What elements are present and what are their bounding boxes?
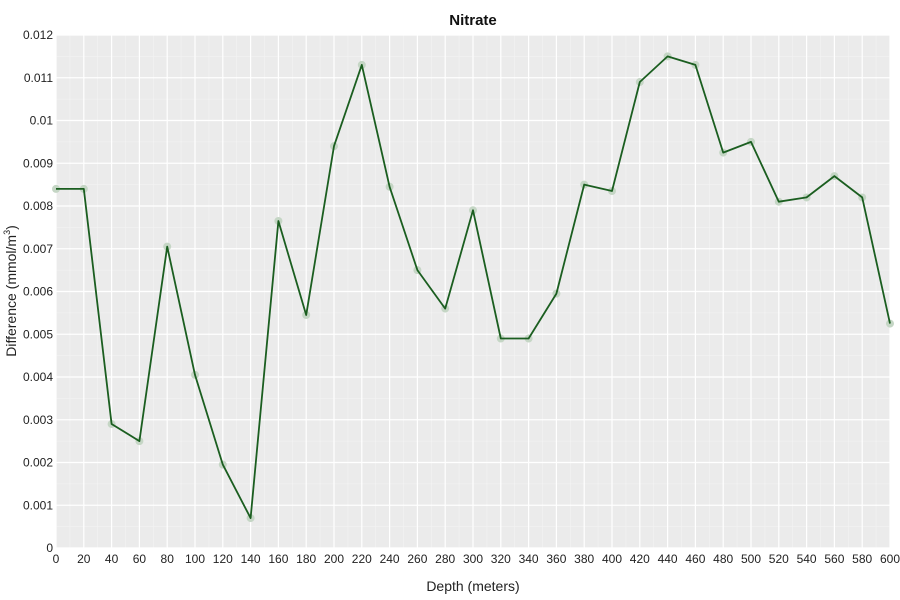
x-tick-label: 260 <box>407 552 427 566</box>
x-tick-label: 300 <box>463 552 483 566</box>
y-tick-label: 0.002 <box>23 456 53 470</box>
major-grid <box>55 34 891 549</box>
x-tick-label: 480 <box>713 552 733 566</box>
series-line <box>56 55 891 519</box>
x-tick-label: 520 <box>769 552 789 566</box>
x-tick-label: 580 <box>852 552 872 566</box>
x-tick-label: 400 <box>602 552 622 566</box>
x-tick-label: 540 <box>797 552 817 566</box>
x-tick-label: 340 <box>519 552 539 566</box>
y-tick-label: 0 <box>46 541 53 555</box>
x-tick-label: 280 <box>435 552 455 566</box>
y-tick-label: 0.004 <box>23 370 53 384</box>
y-tick-label: 0.006 <box>23 285 53 299</box>
x-tick-label: 420 <box>630 552 650 566</box>
y-tick-label: 0.007 <box>23 242 53 256</box>
x-tick-label: 440 <box>658 552 678 566</box>
x-tick-label: 500 <box>741 552 761 566</box>
x-axis-label: Depth (meters) <box>426 578 519 594</box>
x-tick-label: 40 <box>105 552 119 566</box>
y-tick-label: 0.005 <box>23 327 53 341</box>
x-tick-label: 140 <box>241 552 261 566</box>
y-tick-label: 0.011 <box>24 71 53 85</box>
x-tick-label: 560 <box>824 552 844 566</box>
x-tick-label: 320 <box>491 552 511 566</box>
y-axis-label-superscript: 3 <box>2 230 12 235</box>
x-tick-label: 180 <box>296 552 316 566</box>
x-tick-label: 20 <box>77 552 91 566</box>
y-tick-label: 0.008 <box>23 199 53 213</box>
y-axis-label-main: Difference (mmol/m <box>3 235 19 357</box>
y-tick-label: 0.012 <box>23 28 53 42</box>
x-tick-label: 160 <box>268 552 288 566</box>
x-tick-label: 60 <box>133 552 147 566</box>
x-tick-label: 360 <box>546 552 566 566</box>
y-tick-labels: 0 0.001 0.002 0.003 0.004 0.005 0.006 0.007 0.00… <box>23 28 53 555</box>
x-tick-label: 80 <box>161 552 175 566</box>
x-tick-label: 380 <box>574 552 594 566</box>
x-tick-label: 200 <box>324 552 344 566</box>
series-layer <box>52 52 894 523</box>
chart-title: Nitrate <box>449 12 497 29</box>
x-tick-label: 220 <box>352 552 372 566</box>
x-tick-label: 100 <box>185 552 205 566</box>
x-tick-label: 0 <box>53 552 60 566</box>
y-tick-label: 0.001 <box>23 498 53 512</box>
x-tick-label: 240 <box>380 552 400 566</box>
x-tick-label: 120 <box>213 552 233 566</box>
y-tick-label: 0.01 <box>30 114 54 128</box>
y-tick-label: 0.009 <box>23 156 53 170</box>
y-axis-label-end: ) <box>3 225 19 230</box>
y-axis-label: Difference (mmol/m3) <box>2 225 19 357</box>
x-tick-label: 460 <box>685 552 705 566</box>
x-tick-label: 600 <box>880 552 900 566</box>
x-tick-labels: 0 20 40 60 80 100 120 140 160 180 200 220 240 260 280 3… <box>53 552 900 566</box>
y-tick-label: 0.003 <box>23 413 53 427</box>
